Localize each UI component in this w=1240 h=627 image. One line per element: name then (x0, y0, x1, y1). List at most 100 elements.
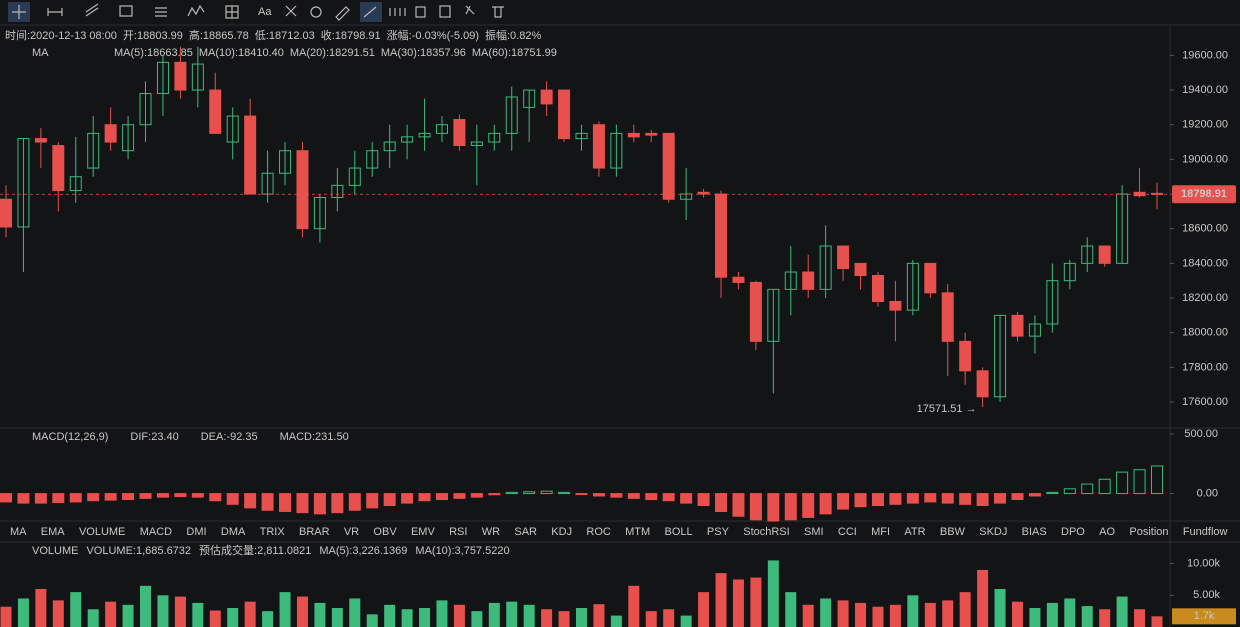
macd-bar (1098, 478, 1111, 495)
tool-erase[interactable] (310, 6, 322, 18)
candle-body (401, 136, 414, 143)
volume-last-label: 1.7k (1194, 610, 1215, 622)
macd-bar (1046, 491, 1059, 495)
tool-copy[interactable] (439, 5, 451, 18)
candle-body (802, 271, 815, 290)
tool-pen[interactable] (363, 6, 377, 18)
indicator-tab[interactable]: TRIX (260, 526, 286, 538)
macd-bar (1063, 488, 1076, 495)
indicator-tab[interactable]: EMA (41, 526, 66, 538)
indicator-tab[interactable]: DMI (186, 526, 206, 538)
candle-body (575, 132, 588, 140)
candle-body (976, 370, 989, 398)
volume-bar (1151, 616, 1163, 627)
indicator-tab[interactable]: MTM (625, 526, 650, 538)
volume-value: VOLUME:1,685.6732 (86, 545, 191, 557)
indicator-tab[interactable]: BRAR (299, 526, 330, 538)
indicator-tab[interactable]: EMV (411, 526, 436, 538)
indicator-tab[interactable]: DPO (1061, 526, 1085, 538)
candle-body (715, 193, 728, 278)
indicator-tab[interactable]: ROC (586, 526, 611, 538)
volume-last-box (1172, 608, 1236, 625)
volume-bar (855, 602, 867, 627)
tool-fib[interactable] (155, 7, 167, 17)
indicator-tab[interactable]: KDJ (551, 526, 572, 538)
amplitude: 振幅:0.82% (485, 28, 541, 42)
indicator-tab[interactable]: MACD (140, 526, 172, 538)
indicator-tab[interactable]: BBW (940, 526, 966, 538)
macd-bar (383, 493, 396, 507)
indicator-tab[interactable]: Position (1129, 526, 1168, 538)
indicator-tab[interactable]: SAR (514, 526, 537, 538)
indicator-tab[interactable]: BOLL (664, 526, 692, 538)
indicator-tab[interactable]: Fundflow (1183, 526, 1228, 538)
tool-bars[interactable] (389, 8, 406, 16)
volume-bar (453, 604, 465, 627)
macd-bar (837, 493, 850, 510)
indicator-tab[interactable]: RSI (449, 526, 467, 538)
candle-body (313, 197, 326, 230)
indicator-tab[interactable]: MA (10, 526, 27, 538)
indicator-tab[interactable]: CCI (838, 526, 857, 538)
indicator-tab[interactable]: VR (344, 526, 359, 538)
macd-bar (87, 493, 100, 502)
volume-bar (349, 598, 361, 627)
indicator-tab[interactable]: SMI (804, 526, 824, 538)
volume-bar (645, 611, 657, 627)
volume-bar (541, 609, 553, 627)
tool-ruler[interactable] (335, 6, 350, 21)
macd-bar (488, 493, 501, 496)
indicator-tab[interactable]: SKDJ (979, 526, 1007, 538)
ma-legend-item: MA(30):18357.96 (381, 47, 466, 59)
macd-bar (191, 493, 204, 498)
last-price-label: 18798.91 (1181, 188, 1227, 200)
tool-text[interactable]: Aa (258, 6, 272, 18)
macd-bar (435, 493, 448, 501)
volume-bar (0, 606, 12, 627)
indicator-tab[interactable]: MFI (871, 526, 890, 538)
volume-bar (1011, 601, 1023, 627)
indicator-tab[interactable]: WR (482, 526, 500, 538)
tool-line[interactable] (47, 8, 63, 16)
volume-tick-label: 5.00k (1193, 589, 1220, 601)
tool-delete[interactable] (492, 6, 504, 18)
candle-body (1081, 245, 1094, 264)
volume-bar (471, 611, 483, 627)
indicator-tab[interactable]: StochRSI (743, 526, 789, 538)
macd-dea: DEA:-92.35 (201, 431, 258, 443)
volume-bar (1081, 606, 1093, 627)
candle-body (1046, 280, 1059, 325)
volume-bar (279, 592, 291, 627)
macd-bar (819, 493, 832, 515)
tool-active-2[interactable] (360, 2, 382, 22)
open: 开:18803.99 (123, 30, 183, 42)
indicator-tab[interactable]: AO (1099, 526, 1115, 538)
macd-bar (871, 493, 884, 507)
toolbar[interactable] (8, 2, 504, 22)
volume-estimate: 预估成交量:2,811.0821 (199, 543, 311, 557)
tool-trend[interactable] (85, 3, 99, 17)
volume-bar (523, 604, 535, 627)
candle-body (488, 132, 501, 143)
indicator-tab[interactable]: PSY (707, 526, 730, 538)
tool-grid[interactable] (225, 5, 239, 19)
indicator-tab[interactable]: DMA (221, 526, 246, 538)
tool-lock[interactable] (415, 6, 426, 18)
indicator-tab[interactable]: BIAS (1022, 526, 1047, 538)
tool-crosshair[interactable] (12, 5, 26, 19)
tool-pattern[interactable] (285, 5, 297, 17)
change: 涨幅:-0.03%(-5.09) (387, 29, 479, 42)
tool-rect[interactable] (119, 5, 133, 17)
volume-bar (157, 595, 169, 627)
indicator-tab[interactable]: ATR (904, 526, 925, 538)
indicator-tab[interactable]: VOLUME (79, 526, 125, 538)
macd-bar (0, 493, 12, 503)
tool-wave[interactable] (187, 4, 205, 17)
tool-magnet[interactable] (465, 5, 475, 15)
macd-bar (1116, 471, 1129, 495)
macd-bar (331, 493, 344, 514)
candle-body (0, 198, 12, 228)
macd-bar (994, 493, 1007, 504)
indicator-tab[interactable]: OBV (373, 526, 397, 538)
volume-bar (419, 607, 431, 627)
